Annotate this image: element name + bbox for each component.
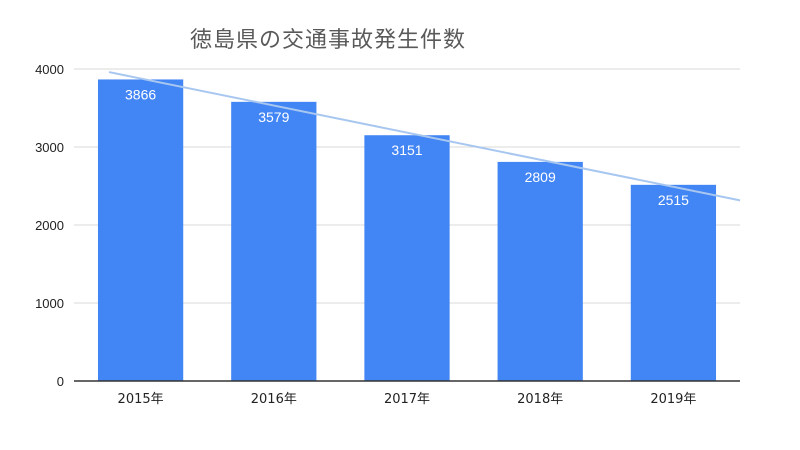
bar-data-label: 3151 [391,142,422,158]
bar-data-labels: 3866 3579 3151 2809 2515 [125,86,689,207]
bar-data-label: 2515 [658,192,689,208]
y-tick-label: 4000 [35,62,64,77]
x-tick-label: 2016年 [251,392,297,407]
bar [364,135,450,381]
y-tick-label: 2000 [35,218,64,233]
bar-data-label: 2809 [525,169,556,185]
y-tick-label: 1000 [35,296,64,311]
bar-data-label: 3866 [125,86,156,102]
x-axis-ticks: 2015年 2016年 2017年 2018年 2019年 [118,392,697,407]
bar-data-label: 3579 [258,109,289,125]
trendline [108,71,741,202]
x-tick-label: 2017年 [384,392,430,407]
bar [630,184,717,381]
y-axis-ticks: 0 1000 2000 3000 4000 [35,62,64,389]
y-tick-label: 3000 [35,140,64,155]
x-tick-label: 2015年 [118,392,164,407]
bar [97,79,184,382]
bars [97,79,717,382]
bar [231,101,317,381]
bar [497,161,583,381]
chart-title: 徳島県の交通事故発生件数 [190,28,467,53]
x-tick-label: 2019年 [650,392,696,407]
x-tick-label: 2018年 [517,392,563,407]
y-tick-label: 0 [57,374,64,389]
